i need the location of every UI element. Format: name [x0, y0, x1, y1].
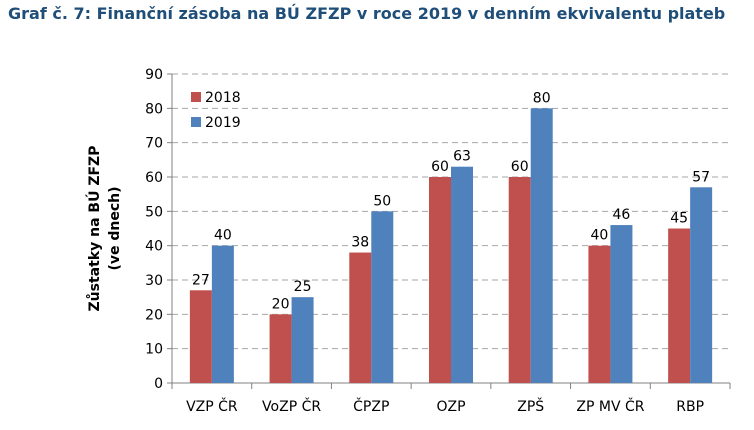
x-tick-label: ZPŠ: [517, 397, 544, 415]
bar: [211, 245, 234, 383]
data-label: 60: [511, 159, 529, 175]
x-tick-label: RBP: [676, 399, 704, 415]
bar: [451, 166, 473, 383]
bar: [530, 108, 553, 383]
bar: [429, 177, 451, 383]
bar: [349, 252, 372, 383]
data-label: 27: [192, 272, 210, 288]
data-label: 60: [431, 159, 449, 175]
x-tick-label: OZP: [436, 399, 465, 415]
data-label: 45: [670, 211, 688, 227]
legend-swatch: [191, 117, 201, 127]
data-label: 63: [453, 149, 471, 165]
bar: [588, 245, 611, 383]
legend-swatch: [191, 92, 201, 102]
data-label: 50: [373, 193, 391, 209]
bar: [508, 177, 531, 383]
data-label: 80: [533, 90, 551, 106]
bar: [189, 290, 212, 383]
bar: [610, 225, 633, 383]
bar: [668, 228, 691, 383]
bar: [269, 314, 292, 383]
data-label: 40: [214, 228, 232, 244]
data-label: 57: [692, 169, 710, 185]
x-tick-label: ZP MV ČR: [576, 397, 644, 415]
y-tick-label: 80: [145, 101, 163, 117]
y-tick-label: 30: [145, 273, 163, 289]
y-tick-label: 0: [154, 376, 163, 392]
y-tick-label: 10: [145, 342, 163, 358]
bar: [291, 297, 314, 383]
data-label: 20: [272, 296, 290, 312]
legend-label: 2019: [205, 115, 241, 131]
chart-title: Graf č. 7: Finanční zásoba na BÚ ZFZP v …: [8, 4, 726, 23]
y-tick-label: 20: [145, 307, 163, 323]
y-tick-label: 40: [145, 239, 163, 255]
x-tick-label: VoZP ČR: [262, 397, 321, 415]
legend-label: 2018: [205, 90, 241, 106]
y-tick-label: 70: [145, 136, 163, 152]
data-label: 46: [613, 207, 631, 223]
bar: [690, 187, 713, 383]
x-tick-label: ČPZP: [353, 397, 389, 415]
data-label: 40: [591, 228, 609, 244]
data-label: 25: [294, 279, 312, 295]
x-tick-label: VZP ČR: [186, 397, 238, 415]
y-tick-label: 60: [145, 170, 163, 186]
y-tick-label: 90: [145, 67, 163, 83]
y-axis-title: Zůstatky na BÚ ZFZP: [85, 146, 103, 312]
bar: [371, 211, 394, 383]
data-label: 38: [351, 235, 369, 251]
y-axis-title: (ve dnech): [107, 186, 123, 270]
y-tick-label: 50: [145, 204, 163, 220]
